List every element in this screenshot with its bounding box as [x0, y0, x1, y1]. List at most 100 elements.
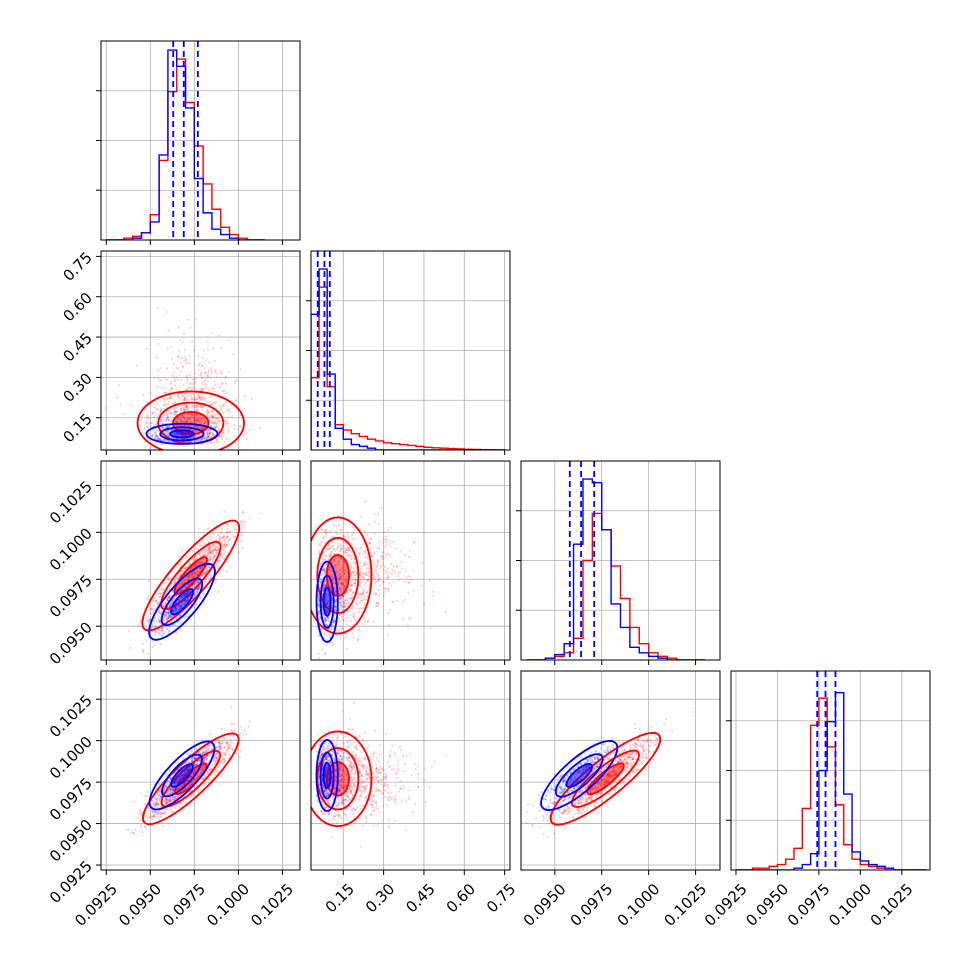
red-point — [159, 400, 161, 402]
red-point — [182, 366, 184, 368]
blue-point — [212, 417, 214, 419]
red-point — [176, 377, 178, 379]
red-point — [202, 357, 204, 359]
red-point — [166, 348, 168, 350]
panel-1-0: 0.150.300.450.600.75 — [59, 248, 300, 455]
red-point — [174, 380, 176, 382]
red-point — [171, 374, 173, 376]
red-point — [213, 390, 215, 392]
blue-point — [166, 420, 168, 422]
red-point — [203, 381, 205, 383]
red-point — [164, 400, 166, 402]
red-point — [186, 319, 188, 321]
red-point — [212, 432, 214, 434]
red-point — [223, 390, 225, 392]
red-point — [178, 386, 180, 388]
red-point — [157, 306, 159, 308]
red-point — [179, 339, 181, 341]
red-point — [196, 407, 198, 409]
red-point — [185, 359, 187, 361]
red-point — [197, 369, 199, 371]
red-point — [228, 409, 230, 411]
red-point — [186, 409, 188, 411]
red-point — [227, 429, 229, 431]
red-point — [215, 418, 217, 420]
red-point — [222, 382, 224, 384]
red-point — [204, 397, 206, 399]
blue-point — [163, 405, 165, 407]
red-point — [156, 417, 158, 419]
red-point — [189, 383, 191, 385]
red-point — [195, 318, 197, 320]
red-point — [204, 367, 206, 369]
red-point — [186, 405, 188, 407]
red-point — [184, 349, 186, 351]
red-point — [177, 368, 179, 370]
red-point — [246, 432, 248, 434]
red-point — [225, 382, 227, 384]
red-point — [193, 383, 195, 385]
red-point — [156, 403, 158, 405]
red-point — [157, 413, 159, 415]
red-point — [190, 395, 192, 397]
blue-point — [200, 398, 202, 400]
red-point — [234, 382, 236, 384]
red-point — [202, 396, 204, 398]
red-point — [232, 353, 234, 355]
red-point — [170, 395, 172, 397]
red-point — [200, 374, 202, 376]
blue-point — [163, 415, 165, 417]
red-point — [182, 341, 184, 343]
red-point — [227, 371, 229, 373]
red-point — [226, 410, 228, 412]
red-point — [220, 409, 222, 411]
blue-point — [209, 432, 211, 434]
red-point — [177, 326, 179, 328]
red-point — [234, 428, 236, 430]
red-point — [195, 378, 197, 380]
red-point — [178, 399, 180, 401]
red-point — [177, 356, 179, 358]
red-point — [210, 410, 212, 412]
red-point — [173, 413, 175, 415]
red-point — [208, 361, 210, 363]
red-point — [193, 398, 195, 400]
red-point — [211, 369, 213, 371]
red-point — [207, 341, 209, 343]
red-point — [152, 416, 154, 418]
red-point — [259, 427, 261, 429]
red-point — [116, 396, 118, 398]
red-point — [166, 379, 168, 381]
red-point — [200, 405, 202, 407]
red-point — [211, 403, 213, 405]
red-point — [207, 388, 209, 390]
red-point — [224, 403, 226, 405]
red-point — [177, 393, 179, 395]
red-point — [212, 347, 214, 349]
red-point — [201, 365, 203, 367]
red-point — [223, 441, 225, 443]
red-point — [182, 384, 184, 386]
red-point — [167, 329, 169, 331]
red-point — [220, 435, 222, 437]
red-point — [156, 375, 158, 377]
red-point — [208, 369, 210, 371]
histogram-blue-0 — [106, 50, 264, 240]
red-point — [185, 362, 187, 364]
red-point — [188, 355, 190, 357]
red-point — [231, 415, 233, 417]
red-point — [211, 332, 213, 334]
red-point — [210, 367, 212, 369]
red-point — [207, 411, 209, 413]
red-point — [193, 386, 195, 388]
red-point — [180, 357, 182, 359]
red-point — [220, 371, 222, 373]
red-point — [204, 383, 206, 385]
red-point — [246, 438, 248, 440]
red-point — [227, 417, 229, 419]
red-point — [187, 395, 189, 397]
red-point — [200, 372, 202, 374]
red-point — [174, 384, 176, 386]
red-point — [226, 423, 228, 425]
red-point — [201, 376, 203, 378]
